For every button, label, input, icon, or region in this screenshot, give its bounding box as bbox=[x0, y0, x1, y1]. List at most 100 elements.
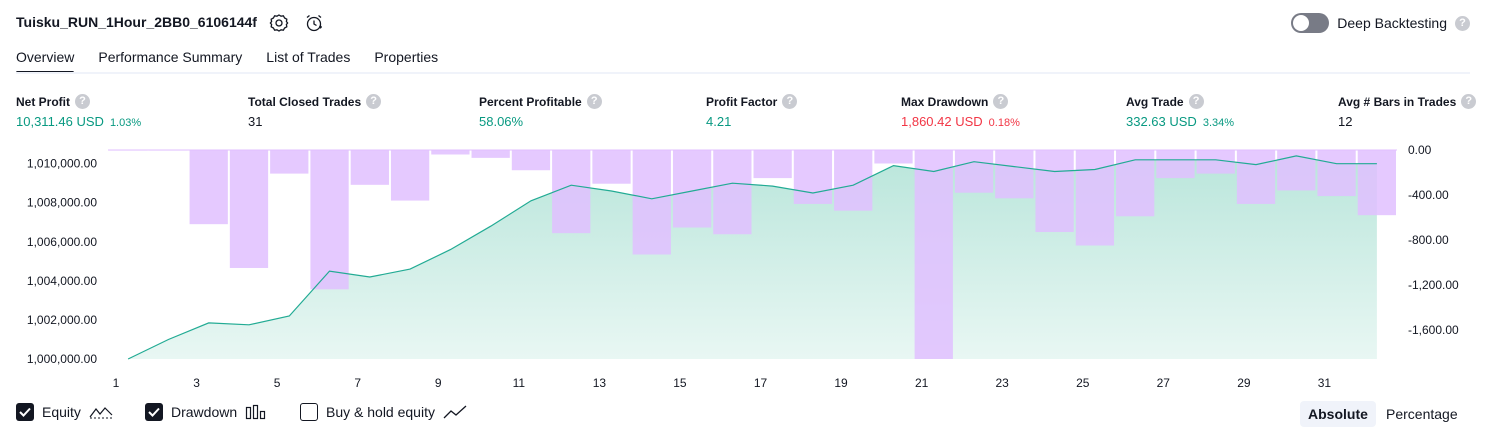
legend-buy-hold[interactable]: Buy & hold equity bbox=[300, 403, 467, 421]
drawdown-bar bbox=[552, 150, 591, 234]
absolute-scale-button[interactable]: Absolute bbox=[1300, 401, 1376, 427]
left-axis-tick-label: 1,008,000.00 bbox=[27, 196, 97, 210]
x-axis-tick-label: 11 bbox=[513, 376, 526, 390]
tabs-divider bbox=[16, 72, 1470, 74]
right-axis-tick-label: -1,200.00 bbox=[1408, 278, 1459, 292]
tab-bar: Overview Performance Summary List of Tra… bbox=[16, 49, 439, 74]
metric-avg-trade: Avg Trade? 332.63 USD 3.34% bbox=[1126, 94, 1234, 129]
metric-value: 4.21 bbox=[706, 114, 732, 129]
equity-checkbox[interactable] bbox=[16, 403, 34, 421]
tab-performance-summary[interactable]: Performance Summary bbox=[98, 49, 243, 65]
x-axis-tick-label: 3 bbox=[193, 376, 200, 390]
drawdown-bar bbox=[229, 150, 269, 268]
info-icon[interactable]: ? bbox=[1461, 94, 1477, 109]
metric-percent-profitable: Percent Profitable? 58.06% bbox=[479, 94, 602, 129]
bar-chart-icon bbox=[246, 404, 266, 420]
metric-avg-bars: Avg # Bars in Trades? 12 bbox=[1338, 94, 1477, 129]
checkmark-icon bbox=[19, 407, 31, 417]
drawdown-bar bbox=[511, 150, 551, 171]
tab-list-of-trades[interactable]: List of Trades bbox=[266, 49, 351, 65]
tab-properties[interactable]: Properties bbox=[374, 49, 439, 65]
metric-label: Max Drawdown bbox=[901, 94, 989, 109]
drawdown-bar bbox=[874, 150, 913, 164]
legend-equity[interactable]: Equity bbox=[16, 403, 113, 421]
drawdown-bar bbox=[954, 150, 994, 193]
drawdown-bar bbox=[310, 150, 349, 290]
x-axis-tick-label: 15 bbox=[673, 376, 687, 390]
drawdown-checkbox[interactable] bbox=[145, 403, 163, 421]
info-icon[interactable]: ? bbox=[1188, 94, 1204, 109]
x-axis-tick-label: 23 bbox=[996, 376, 1010, 390]
x-axis-tick-label: 31 bbox=[1318, 376, 1332, 390]
metric-label: Percent Profitable bbox=[479, 94, 582, 109]
strategy-title: Tuisku_RUN_1Hour_2BB0_6106144f bbox=[16, 14, 257, 30]
drawdown-bar bbox=[149, 150, 188, 151]
right-axis-tick-label: -800.00 bbox=[1408, 233, 1449, 247]
drawdown-bar bbox=[189, 150, 228, 225]
metric-total-closed-trades: Total Closed Trades? 31 bbox=[248, 94, 382, 129]
metric-label: Avg # Bars in Trades bbox=[1338, 94, 1457, 109]
drawdown-bar bbox=[270, 150, 309, 174]
metric-value: 10,311.46 USD bbox=[16, 114, 104, 129]
metric-percent: 3.34% bbox=[1202, 117, 1235, 129]
x-axis-tick-label: 5 bbox=[274, 376, 281, 390]
drawdown-bar bbox=[834, 150, 873, 211]
drawdown-bar bbox=[471, 150, 510, 158]
drawdown-bar bbox=[350, 150, 389, 185]
metric-percent: 0.18% bbox=[988, 117, 1020, 129]
deep-backtesting-toggle[interactable] bbox=[1291, 13, 1330, 33]
info-icon[interactable]: ? bbox=[366, 94, 382, 109]
deep-backtesting-help-icon[interactable]: ? bbox=[1455, 15, 1470, 31]
metric-max-drawdown: Max Drawdown? 1,860.42 USD 0.18% bbox=[901, 94, 1020, 129]
right-axis-tick-label: 0.00 bbox=[1408, 143, 1432, 157]
buy-hold-checkbox[interactable] bbox=[300, 403, 318, 421]
x-axis-tick-label: 21 bbox=[915, 376, 929, 390]
x-axis-tick-label: 27 bbox=[1157, 376, 1171, 390]
drawdown-bar bbox=[1317, 150, 1356, 197]
legend-drawdown[interactable]: Drawdown bbox=[145, 403, 267, 421]
drawdown-bar bbox=[914, 150, 953, 359]
trend-line-icon bbox=[443, 405, 467, 419]
metric-value: 31 bbox=[248, 114, 263, 129]
left-axis-tick-label: 1,004,000.00 bbox=[27, 274, 97, 288]
left-axis-tick-label: 1,006,000.00 bbox=[27, 235, 97, 249]
drawdown-bar bbox=[1277, 150, 1316, 191]
drawdown-bar bbox=[1116, 150, 1155, 217]
left-axis-tick-label: 1,002,000.00 bbox=[27, 313, 97, 327]
drawdown-bar bbox=[793, 150, 833, 204]
drawdown-bar bbox=[109, 150, 148, 151]
metric-label: Total Closed Trades bbox=[248, 94, 362, 109]
tab-overview[interactable]: Overview bbox=[16, 49, 75, 74]
info-icon[interactable]: ? bbox=[993, 94, 1009, 109]
drawdown-bar bbox=[753, 150, 792, 179]
alarm-clock-icon[interactable] bbox=[303, 12, 325, 34]
x-axis-tick-label: 1 bbox=[113, 376, 120, 390]
equity-drawdown-chart[interactable]: 1,000,000.00 1,002,000.00 1,004,000.00 1,00… bbox=[0, 138, 1486, 396]
drawdown-bar bbox=[1196, 150, 1235, 174]
x-axis-tick-label: 17 bbox=[754, 376, 768, 390]
metric-label: Profit Factor bbox=[706, 94, 778, 109]
info-icon[interactable]: ? bbox=[782, 94, 798, 109]
percentage-scale-button[interactable]: Percentage bbox=[1386, 406, 1458, 422]
checkmark-icon bbox=[148, 407, 160, 417]
drawdown-bar bbox=[1156, 150, 1195, 179]
drawdown-bar bbox=[1236, 150, 1276, 204]
metric-value: 332.63 USD bbox=[1126, 114, 1197, 129]
info-icon[interactable]: ? bbox=[586, 94, 602, 109]
drawdown-bar bbox=[995, 150, 1034, 199]
equity-legend-label: Equity bbox=[42, 404, 81, 420]
metric-value: 12 bbox=[1338, 114, 1353, 129]
info-icon[interactable]: ? bbox=[75, 94, 90, 109]
metric-label: Net Profit bbox=[16, 94, 70, 109]
drawdown-bar bbox=[592, 150, 631, 184]
drawdown-bar bbox=[1075, 150, 1115, 246]
x-axis-tick-label: 29 bbox=[1237, 376, 1251, 390]
equity-line-icon bbox=[89, 407, 113, 419]
metric-profit-factor: Profit Factor? 4.21 bbox=[706, 94, 798, 129]
settings-gear-icon[interactable] bbox=[268, 12, 290, 34]
x-axis-tick-label: 13 bbox=[593, 376, 607, 390]
drawdown-bar bbox=[713, 150, 752, 235]
deep-backtesting-control: Deep Backtesting ? bbox=[1291, 13, 1470, 33]
drawdown-bar bbox=[632, 150, 671, 255]
drawdown-bar bbox=[1357, 150, 1396, 216]
